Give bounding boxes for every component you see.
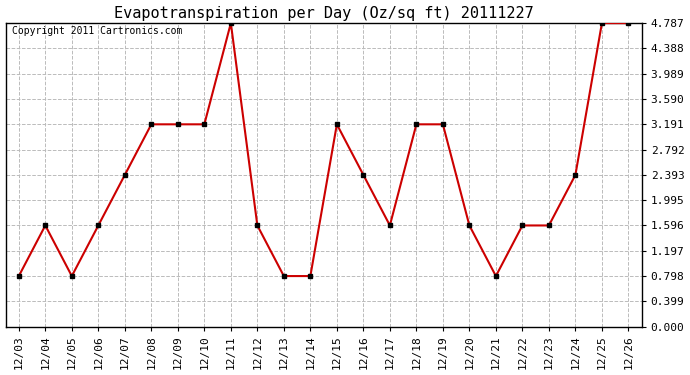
Text: Copyright 2011 Cartronics.com: Copyright 2011 Cartronics.com (12, 26, 182, 36)
Title: Evapotranspiration per Day (Oz/sq ft) 20111227: Evapotranspiration per Day (Oz/sq ft) 20… (114, 6, 533, 21)
